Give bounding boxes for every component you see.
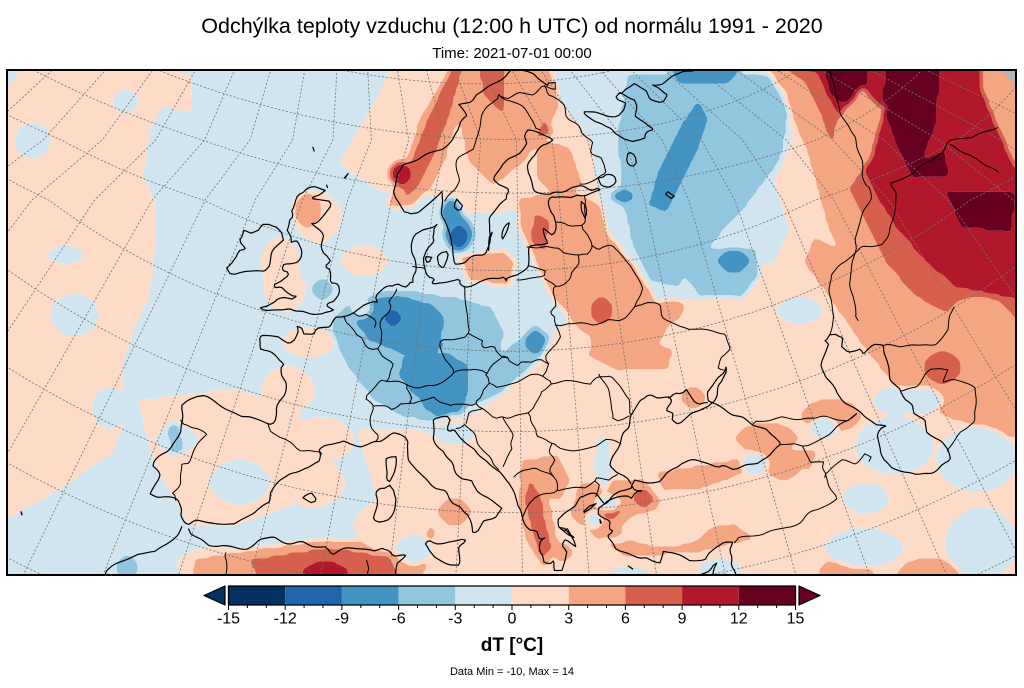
svg-text:12: 12: [730, 611, 748, 628]
svg-text:0: 0: [508, 611, 517, 628]
svg-text:Odchýlka teploty vzduchu (12:0: Odchýlka teploty vzduchu (12:00 h UTC) o…: [201, 14, 822, 38]
svg-text:dT [°C]: dT [°C]: [481, 635, 543, 656]
svg-text:-6: -6: [391, 611, 405, 628]
svg-text:Data Min = -10, Max = 14: Data Min = -10, Max = 14: [450, 666, 574, 678]
svg-text:-12: -12: [274, 611, 297, 628]
svg-text:-3: -3: [448, 611, 462, 628]
svg-text:3: 3: [564, 611, 573, 628]
svg-text:Time: 2021-07-01 00:00: Time: 2021-07-01 00:00: [432, 45, 592, 62]
svg-text:15: 15: [787, 611, 805, 628]
svg-text:6: 6: [621, 611, 630, 628]
svg-text:9: 9: [678, 611, 687, 628]
svg-text:-15: -15: [217, 611, 240, 628]
svg-text:-9: -9: [335, 611, 349, 628]
